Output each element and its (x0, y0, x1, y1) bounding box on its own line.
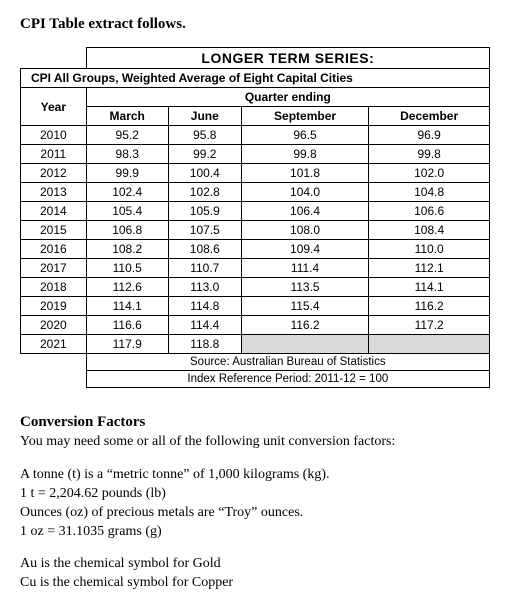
value-cell: 96.9 (369, 126, 490, 145)
col-september: September (241, 107, 368, 126)
table-row: 2020116.6114.4116.2117.2 (21, 316, 490, 335)
table-row: 2016108.2108.6109.4110.0 (21, 240, 490, 259)
value-cell: 118.8 (168, 335, 241, 354)
table-row: 2018112.6113.0113.5114.1 (21, 278, 490, 297)
value-cell: 101.8 (241, 164, 368, 183)
value-cell: 99.8 (241, 145, 368, 164)
value-cell (369, 335, 490, 354)
value-cell: 109.4 (241, 240, 368, 259)
value-cell: 116.2 (241, 316, 368, 335)
value-cell: 104.0 (241, 183, 368, 202)
year-cell: 2011 (21, 145, 87, 164)
value-cell: 102.0 (369, 164, 490, 183)
value-cell: 111.4 (241, 259, 368, 278)
value-cell: 117.2 (369, 316, 490, 335)
value-cell: 106.6 (369, 202, 490, 221)
value-cell: 102.8 (168, 183, 241, 202)
value-cell: 114.1 (369, 278, 490, 297)
table-row: 2017110.5110.7111.4112.1 (21, 259, 490, 278)
year-header: Year (21, 88, 87, 126)
year-cell: 2016 (21, 240, 87, 259)
conversion-line: A tonne (t) is a “metric tonne” of 1,000… (20, 466, 490, 485)
value-cell: 110.5 (86, 259, 168, 278)
value-cell: 95.2 (86, 126, 168, 145)
col-december: December (369, 107, 490, 126)
value-cell (241, 335, 368, 354)
value-cell: 105.9 (168, 202, 241, 221)
year-cell: 2017 (21, 259, 87, 278)
year-cell: 2019 (21, 297, 87, 316)
table-row: 2015106.8107.5108.0108.4 (21, 221, 490, 240)
year-cell: 2020 (21, 316, 87, 335)
value-cell: 110.7 (168, 259, 241, 278)
value-cell: 105.4 (86, 202, 168, 221)
table-row: 201299.9100.4101.8102.0 (21, 164, 490, 183)
conversion-block-2: Au is the chemical symbol for GoldCu is … (20, 555, 490, 593)
table-row: 2021117.9118.8 (21, 335, 490, 354)
conversion-line: 1 t = 2,204.62 pounds (lb) (20, 485, 490, 504)
value-cell: 117.9 (86, 335, 168, 354)
value-cell: 107.5 (168, 221, 241, 240)
table-banner: LONGER TERM SERIES: (86, 48, 489, 69)
conversion-line: Cu is the chemical symbol for Copper (20, 574, 490, 593)
value-cell: 106.8 (86, 221, 168, 240)
value-cell: 98.3 (86, 145, 168, 164)
conversion-line: Ounces (oz) of precious metals are “Troy… (20, 504, 490, 523)
value-cell: 108.4 (369, 221, 490, 240)
table-ref: Index Reference Period: 2011-12 = 100 (86, 371, 489, 388)
cpi-table: LONGER TERM SERIES: CPI All Groups, Weig… (20, 47, 490, 388)
table-source: Source: Australian Bureau of Statistics (86, 354, 489, 371)
value-cell: 116.6 (86, 316, 168, 335)
year-cell: 2010 (21, 126, 87, 145)
col-march: March (86, 107, 168, 126)
conversion-block-1: A tonne (t) is a “metric tonne” of 1,000… (20, 466, 490, 542)
year-cell: 2013 (21, 183, 87, 202)
year-cell: 2021 (21, 335, 87, 354)
table-subtitle: CPI All Groups, Weighted Average of Eigh… (21, 69, 490, 88)
value-cell: 110.0 (369, 240, 490, 259)
value-cell: 99.2 (168, 145, 241, 164)
value-cell: 108.2 (86, 240, 168, 259)
value-cell: 95.8 (168, 126, 241, 145)
value-cell: 108.6 (168, 240, 241, 259)
col-june: June (168, 107, 241, 126)
value-cell: 108.0 (241, 221, 368, 240)
value-cell: 112.6 (86, 278, 168, 297)
conversion-line: 1 oz = 31.1035 grams (g) (20, 523, 490, 542)
conversion-intro: You may need some or all of the followin… (20, 433, 490, 452)
conversion-heading: Conversion Factors (20, 414, 490, 431)
value-cell: 114.1 (86, 297, 168, 316)
table-row: 201095.295.896.596.9 (21, 126, 490, 145)
year-cell: 2014 (21, 202, 87, 221)
value-cell: 116.2 (369, 297, 490, 316)
page-title: CPI Table extract follows. (20, 16, 490, 33)
value-cell: 115.4 (241, 297, 368, 316)
year-cell: 2018 (21, 278, 87, 297)
quarter-ending-header: Quarter ending (86, 88, 489, 107)
value-cell: 104.8 (369, 183, 490, 202)
value-cell: 113.5 (241, 278, 368, 297)
value-cell: 114.8 (168, 297, 241, 316)
table-row: 2014105.4105.9106.4106.6 (21, 202, 490, 221)
year-cell: 2012 (21, 164, 87, 183)
value-cell: 96.5 (241, 126, 368, 145)
value-cell: 114.4 (168, 316, 241, 335)
year-cell: 2015 (21, 221, 87, 240)
table-row: 2019114.1114.8115.4116.2 (21, 297, 490, 316)
table-row: 2013102.4102.8104.0104.8 (21, 183, 490, 202)
value-cell: 102.4 (86, 183, 168, 202)
value-cell: 106.4 (241, 202, 368, 221)
value-cell: 113.0 (168, 278, 241, 297)
value-cell: 112.1 (369, 259, 490, 278)
conversion-line: Au is the chemical symbol for Gold (20, 555, 490, 574)
value-cell: 99.8 (369, 145, 490, 164)
table-row: 201198.399.299.899.8 (21, 145, 490, 164)
value-cell: 100.4 (168, 164, 241, 183)
value-cell: 99.9 (86, 164, 168, 183)
